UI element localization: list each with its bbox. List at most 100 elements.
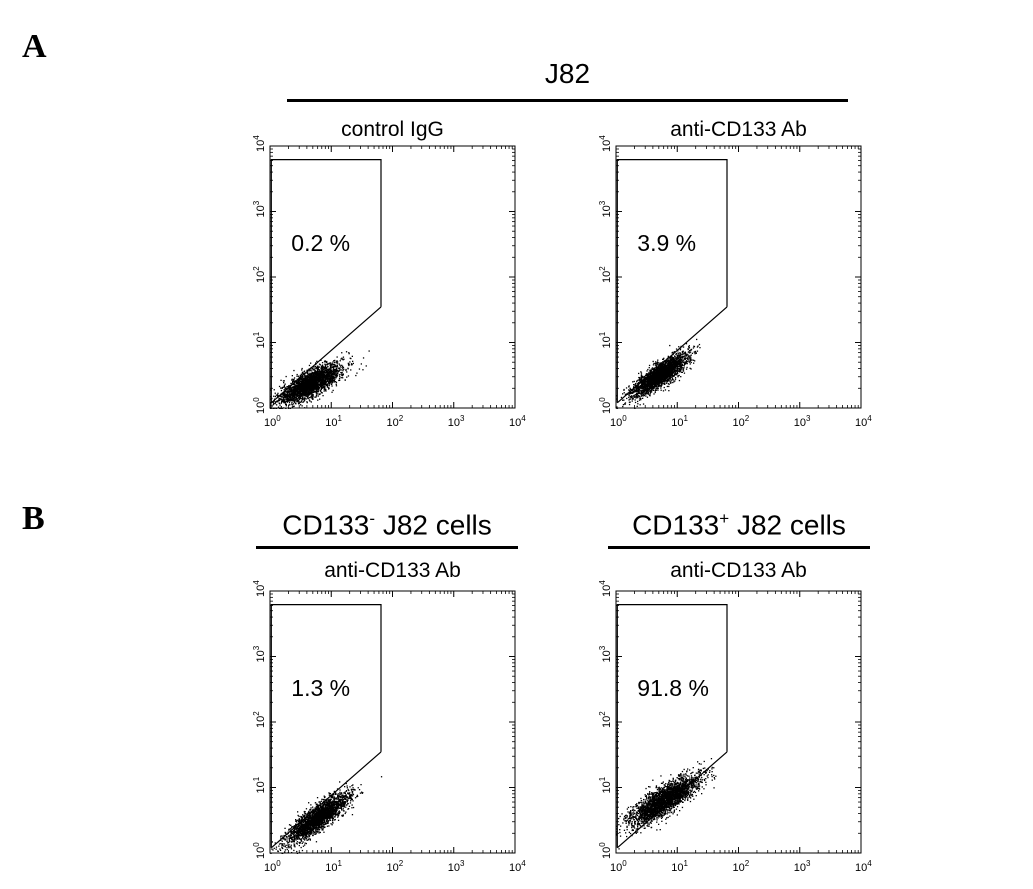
event-dot — [697, 345, 699, 347]
event-dot — [633, 394, 635, 397]
event-dot — [660, 387, 662, 389]
event-dot — [632, 381, 634, 383]
event-dot — [332, 372, 334, 374]
event-dot — [641, 377, 643, 379]
event-dot — [292, 397, 294, 400]
event-dot — [307, 381, 309, 383]
event-dot — [632, 397, 634, 400]
event-dot — [687, 351, 689, 353]
event-dot — [293, 393, 295, 395]
event-dot — [630, 392, 632, 395]
event-dot — [316, 378, 318, 380]
event-dot — [331, 371, 333, 373]
event-dot — [281, 399, 283, 401]
event-dot — [308, 381, 310, 383]
event-dot — [332, 361, 334, 363]
event-dot — [667, 355, 669, 357]
event-dot — [315, 367, 317, 370]
event-dot — [317, 386, 319, 388]
event-dot — [308, 389, 310, 392]
event-dot — [295, 396, 297, 398]
event-dot — [290, 386, 292, 388]
event-dot — [321, 384, 323, 387]
event-dot — [300, 385, 302, 387]
event-dot — [332, 375, 334, 377]
event-dot — [324, 386, 326, 388]
event-dot — [317, 395, 319, 397]
event-dot — [301, 379, 303, 381]
event-dot — [322, 369, 324, 372]
event-dot — [282, 401, 284, 403]
event-dot — [675, 361, 677, 363]
event-dot — [650, 389, 652, 391]
event-dot — [634, 394, 636, 396]
event-dot — [629, 387, 631, 389]
event-dot — [299, 396, 301, 398]
event-dot — [685, 353, 687, 355]
event-dot — [314, 379, 316, 381]
event-dot — [316, 371, 318, 373]
event-dot — [300, 379, 302, 381]
event-dot — [322, 371, 324, 373]
event-dot — [327, 383, 329, 385]
event-dot — [311, 377, 314, 379]
event-dot — [655, 382, 657, 385]
event-dot — [328, 368, 330, 371]
event-dot — [309, 389, 312, 391]
event-dot — [307, 382, 309, 384]
event-dot — [673, 381, 675, 383]
event-dot — [288, 404, 290, 406]
event-dot — [283, 401, 285, 404]
event-dot — [351, 355, 353, 357]
event-dot — [304, 375, 306, 378]
event-dot — [324, 366, 326, 369]
event-dot — [341, 368, 344, 370]
event-dot — [307, 380, 309, 382]
event-dot — [335, 385, 338, 387]
event-dot — [301, 369, 303, 371]
event-dot — [330, 373, 332, 375]
event-dot — [274, 392, 276, 394]
event-dot — [286, 386, 288, 388]
event-dot — [304, 385, 306, 388]
event-dot — [660, 380, 662, 382]
event-dot — [667, 356, 669, 359]
event-dot — [649, 369, 651, 371]
event-dot — [300, 401, 302, 403]
event-dot — [292, 379, 294, 382]
event-dot — [307, 389, 309, 391]
event-dot — [307, 394, 309, 396]
event-dot — [302, 395, 304, 397]
event-dot — [303, 372, 305, 374]
event-dot — [674, 364, 676, 366]
event-dot — [306, 382, 308, 384]
event-dot — [332, 373, 335, 375]
event-dot — [306, 377, 308, 379]
event-dot — [342, 370, 344, 372]
event-dot — [341, 364, 343, 366]
event-dot — [288, 407, 290, 409]
event-dot — [315, 370, 317, 372]
event-dot — [299, 387, 301, 390]
event-dot — [666, 381, 668, 383]
event-dot — [322, 367, 324, 370]
event-dot — [304, 390, 306, 392]
event-dot — [286, 399, 288, 401]
y-tick-label: 101 — [598, 331, 613, 348]
event-dot — [683, 362, 686, 364]
event-dot — [660, 369, 662, 371]
event-dot — [296, 382, 298, 384]
event-dot — [647, 383, 650, 385]
event-dot — [296, 373, 298, 376]
event-dot — [368, 350, 370, 352]
event-dot — [341, 352, 343, 354]
event-dot — [339, 365, 342, 367]
event-dot — [675, 373, 678, 375]
event-dot — [302, 387, 304, 389]
event-dot — [678, 357, 680, 359]
event-dot — [338, 370, 340, 372]
event-dot — [304, 407, 306, 409]
event-dot — [306, 388, 308, 390]
event-dot — [328, 372, 330, 375]
event-dot — [298, 386, 301, 389]
